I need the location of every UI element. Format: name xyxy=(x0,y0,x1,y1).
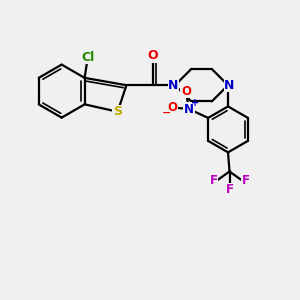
Text: N: N xyxy=(184,103,194,116)
Text: N: N xyxy=(224,79,235,92)
Text: S: S xyxy=(113,105,122,118)
Text: O: O xyxy=(181,85,191,98)
Text: Cl: Cl xyxy=(81,51,94,64)
Text: N: N xyxy=(168,79,179,92)
Text: F: F xyxy=(210,174,218,187)
Text: +: + xyxy=(191,98,200,108)
Text: −: − xyxy=(161,108,171,118)
Text: O: O xyxy=(148,49,158,62)
Text: O: O xyxy=(168,101,178,114)
Text: F: F xyxy=(226,183,233,196)
Text: F: F xyxy=(242,174,249,187)
